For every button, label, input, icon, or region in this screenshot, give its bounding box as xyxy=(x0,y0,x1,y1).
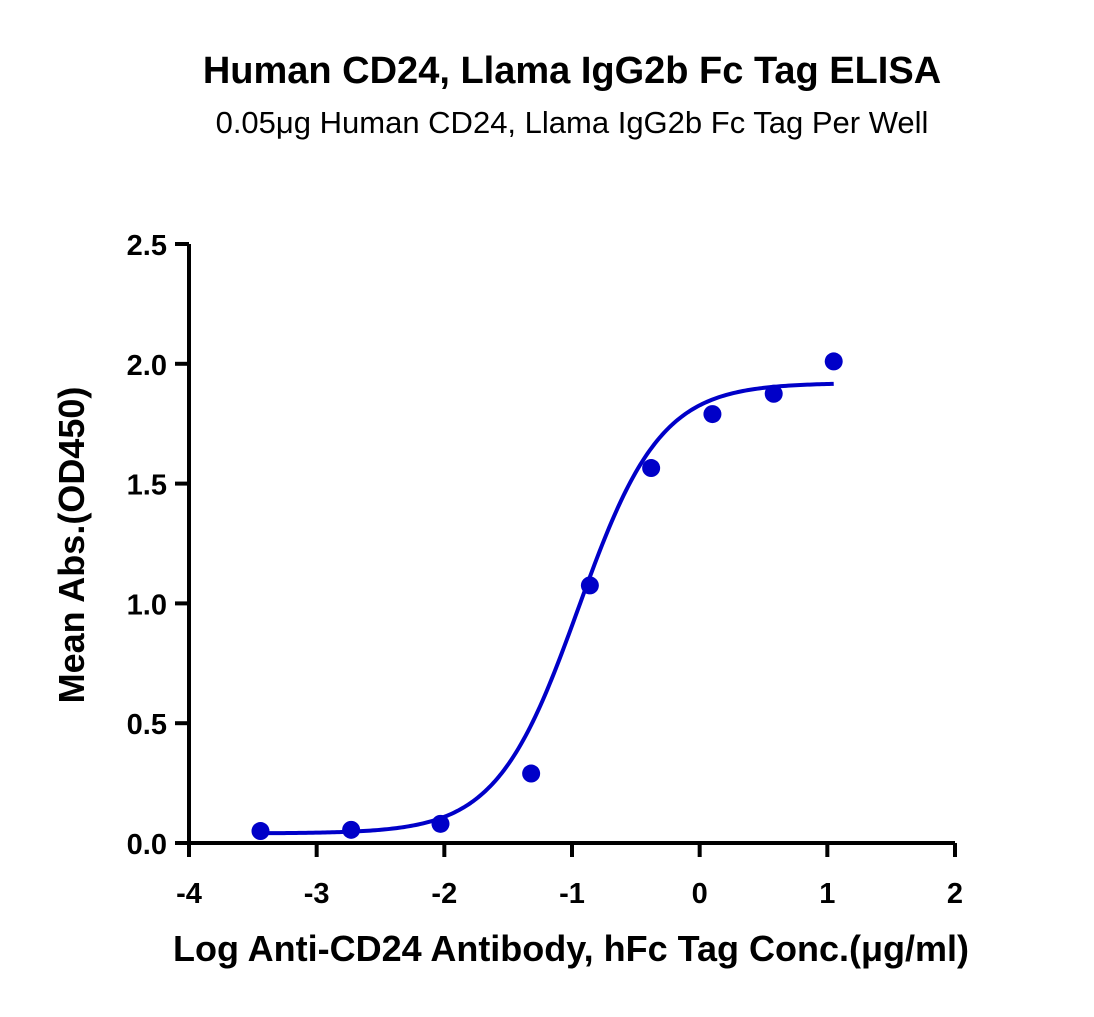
data-point xyxy=(522,764,541,783)
x-tick-label: -2 xyxy=(431,878,457,910)
data-point xyxy=(580,576,599,595)
fit-curve xyxy=(260,381,834,836)
y-tick-label: 1.0 xyxy=(127,589,167,621)
y-tick-label: 2.0 xyxy=(127,350,167,382)
x-tick-label: 1 xyxy=(819,878,835,910)
data-points-layer xyxy=(251,352,843,841)
y-tick-label: 0.0 xyxy=(127,829,167,861)
y-axis-label: Mean Abs.(OD450) xyxy=(51,387,92,704)
x-tick-label: 0 xyxy=(692,878,708,910)
data-point xyxy=(342,820,361,839)
x-tick-label: -3 xyxy=(304,878,330,910)
x-tick-label: -1 xyxy=(559,878,585,910)
data-point xyxy=(764,384,783,403)
data-point xyxy=(642,459,661,478)
chart-subtitle: 0.05μg Human CD24, Llama IgG2b Fc Tag Pe… xyxy=(216,105,929,140)
chart-title: Human CD24, Llama IgG2b Fc Tag ELISA xyxy=(203,50,941,92)
data-point xyxy=(251,822,270,841)
x-tick-label: 2 xyxy=(947,878,963,910)
data-point xyxy=(431,814,450,833)
x-axis-label: Log Anti-CD24 Antibody, hFc Tag Conc.(μg… xyxy=(173,928,969,969)
axes: -4 -3 -2 -1 0 1 2 0.0 0.5 1.0 1.5 2.0 2.5 xyxy=(127,230,963,910)
fit-curve-layer xyxy=(260,381,834,836)
data-point xyxy=(703,405,722,424)
y-tick-label: 0.5 xyxy=(127,709,167,741)
data-point xyxy=(824,352,843,371)
y-tick-label: 2.5 xyxy=(127,230,167,262)
y-tick-label: 1.5 xyxy=(127,470,167,502)
x-tick-label: -4 xyxy=(176,878,202,910)
